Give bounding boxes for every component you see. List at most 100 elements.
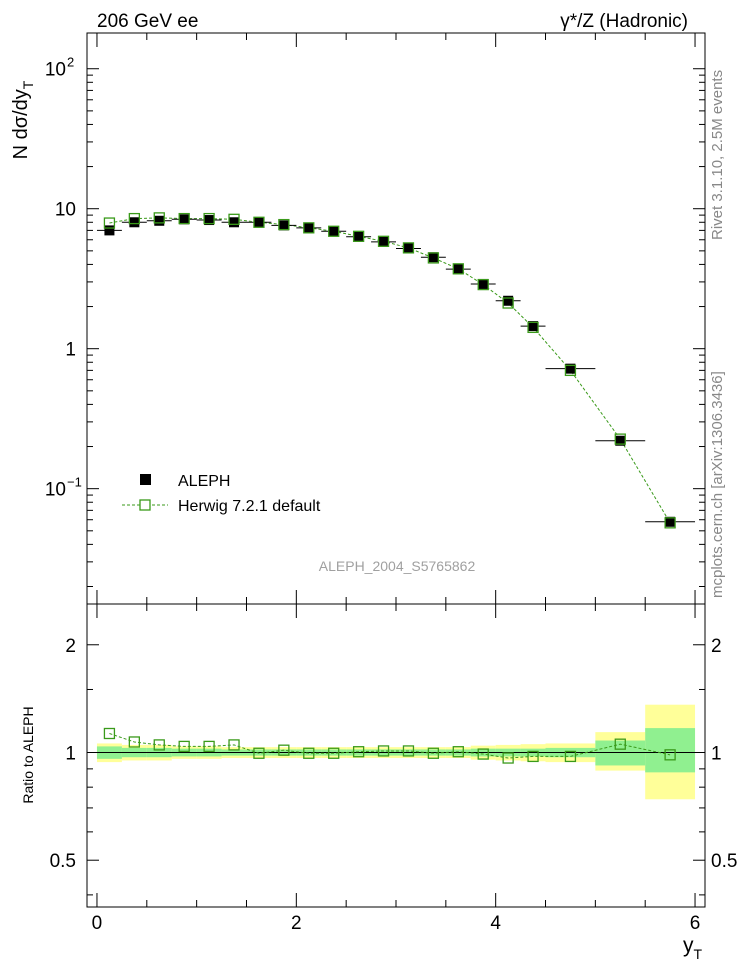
main-y-tick-base: 10 [55,200,76,221]
data-point [665,516,676,527]
ratio-point [402,745,415,757]
mc-point [427,252,440,264]
mc-point [303,222,315,234]
data-point [478,278,489,289]
data-point [129,217,140,228]
x-axis-label-sub: T [694,946,703,962]
ratio-point [228,739,240,751]
mc-point [253,216,265,228]
mc-point [203,212,215,225]
x-tick-label: 6 [690,913,701,934]
ratio-point [477,748,489,760]
mc-point [664,517,676,529]
ratio-point [128,736,140,748]
rivet-label: Rivet 3.1.10, 2.5M events [709,70,726,240]
ratio-panel: 0.5 0.5 1 1 2 2 0 2 4 6 [50,603,737,934]
main-y-label-sub: T [20,80,36,89]
ratio-y-tick-label: 2 [65,636,76,657]
main-y-tick-label: 10 [45,60,66,81]
ratio-point [377,745,390,757]
ratio-y-ticks: 0.5 0.5 1 1 2 2 [50,636,737,896]
ratio-curve [109,733,671,759]
main-frame [86,32,706,605]
ratio-y-tick-label: 1 [65,743,76,764]
data-point [328,226,339,237]
mcplots-label: mcplots.cern.ch [arXiv:1306.3436] [709,371,726,598]
data-point [403,243,414,254]
main-y-tick-exp: −1 [67,475,82,490]
svg-text:yT: yT [683,934,703,962]
ratio-point [203,740,215,753]
main-y-tick-base: 10 [45,60,66,81]
ratio-mc-points [103,727,676,764]
ratio-y-tick-label-right: 1 [711,743,722,764]
data-point [453,264,464,275]
main-y-tick-base: 10 [45,480,66,501]
mc-point [477,278,489,291]
legend-label-mc: Herwig 7.2.1 default [178,498,321,515]
mc-point [502,297,514,309]
main-y-label: N dσ/dyT [10,80,36,159]
data-point [428,252,439,263]
ratio-y-tick-label-right: 2 [711,636,722,657]
data-point [204,215,215,226]
mc-point [153,212,165,224]
ratio-point [153,739,165,751]
ratio-point [502,752,514,764]
ratio-point [103,727,116,740]
mc-point [278,218,290,231]
ratio-point [278,744,290,756]
ratio-x-ticks: 0 2 4 6 [92,604,701,934]
mc-point [452,263,464,275]
data-point [528,321,539,332]
ratio-point [527,750,539,763]
ratio-point [352,746,365,758]
data-point [253,217,264,228]
x-tick-label: 0 [92,913,103,934]
mc-point [564,364,577,377]
ratio-point [427,747,440,759]
legend-marker-mc [139,499,151,511]
mc-points [103,212,676,529]
header-right: γ*/Z (Hadronic) [560,11,688,32]
header-left: 206 GeV ee [97,11,198,32]
data-point [615,435,626,446]
mc-point [614,433,626,445]
mc-point [178,212,190,225]
main-y-label-text: N dσ/dy [10,89,32,159]
main-x-ticks [96,33,696,604]
data-points [96,214,696,527]
mc-point [527,321,539,334]
ratio-mc-line [109,733,671,759]
main-y-tick-label: 10 [45,480,66,501]
main-y-tick-label: 10 [55,200,76,221]
ratio-y-tick-label-right: 0.5 [711,851,737,872]
main-y-tick-base: 1 [65,340,76,361]
data-point [503,295,514,306]
mc-point [402,242,415,254]
legend-label-data: ALEPH [178,473,230,490]
data-point [179,214,190,225]
mc-point [228,213,240,225]
data-point [154,215,165,226]
x-axis-label-text: y [683,934,694,957]
ratio-point [178,740,190,753]
x-tick-label: 4 [490,913,501,934]
mc-point [103,217,116,229]
main-y-tick-label: 1 [65,340,76,361]
x-tick-label: 2 [291,913,302,934]
data-point [378,236,389,247]
data-point [278,220,289,231]
ratio-point [664,749,676,761]
mc-point [352,230,365,242]
ratio-point [614,738,626,750]
watermark: ALEPH_2004_S5765862 [319,558,476,574]
mc-point [328,225,340,237]
data-point [229,217,240,228]
ratio-point [452,746,464,758]
ratio-point [328,747,340,759]
data-point [565,363,576,374]
legend: ALEPH Herwig 7.2.1 default [122,473,321,515]
